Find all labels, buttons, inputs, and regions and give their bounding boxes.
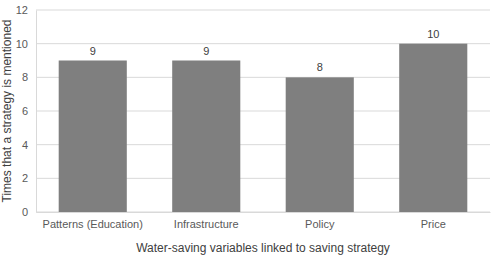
y-tick-label: 0 (22, 206, 28, 218)
bars (59, 44, 468, 212)
bar (59, 61, 127, 213)
x-tick: Price (421, 212, 446, 230)
y-tick-label: 6 (22, 105, 28, 117)
data-label: 10 (427, 28, 439, 40)
chart: 0 2 4 6 8 10 12 Patterns (Education) Infrastruct… (0, 0, 500, 258)
data-label: 9 (203, 45, 209, 57)
y-tick-label: 8 (22, 71, 28, 83)
x-tick: Patterns (Education) (43, 212, 143, 230)
x-axis-line (37, 212, 491, 213)
data-label: 8 (317, 61, 323, 73)
x-tick-label: Policy (305, 218, 335, 230)
plot: 0 2 4 6 8 10 12 Patterns (Education) Infrastruct… (16, 4, 491, 230)
y-tick: 12 (16, 4, 36, 16)
y-tick: 2 (22, 172, 36, 184)
x-tick-label: Infrastructure (174, 218, 239, 230)
y-tick-label: 12 (16, 4, 28, 16)
x-tick-label: Price (421, 218, 446, 230)
y-axis-line (36, 11, 37, 213)
y-tick-label: 10 (16, 38, 28, 50)
data-labels: 9 9 8 10 (90, 28, 440, 74)
x-axis-title: Water-saving variables linked to saving … (136, 241, 390, 255)
y-tick: 6 (22, 105, 36, 117)
y-tick: 8 (22, 71, 36, 83)
y-tick: 4 (22, 139, 36, 151)
bar (399, 44, 467, 212)
x-axis: Patterns (Education) Infrastructure Policy… (37, 212, 491, 230)
y-tick-label: 2 (22, 172, 28, 184)
grid-line (36, 10, 490, 11)
y-axis-title: Times that a strategy is mentioned (0, 20, 14, 203)
y-axis: 0 2 4 6 8 10 12 (16, 4, 37, 218)
grid (36, 10, 490, 212)
y-tick: 10 (16, 38, 36, 50)
bar (286, 77, 354, 212)
y-tick-label: 4 (22, 139, 28, 151)
bar (172, 61, 240, 213)
x-tick: Policy (305, 212, 335, 230)
x-tick-label: Patterns (Education) (43, 218, 143, 230)
data-label: 9 (90, 45, 96, 57)
y-tick: 0 (22, 206, 36, 218)
x-tick: Infrastructure (174, 212, 239, 230)
